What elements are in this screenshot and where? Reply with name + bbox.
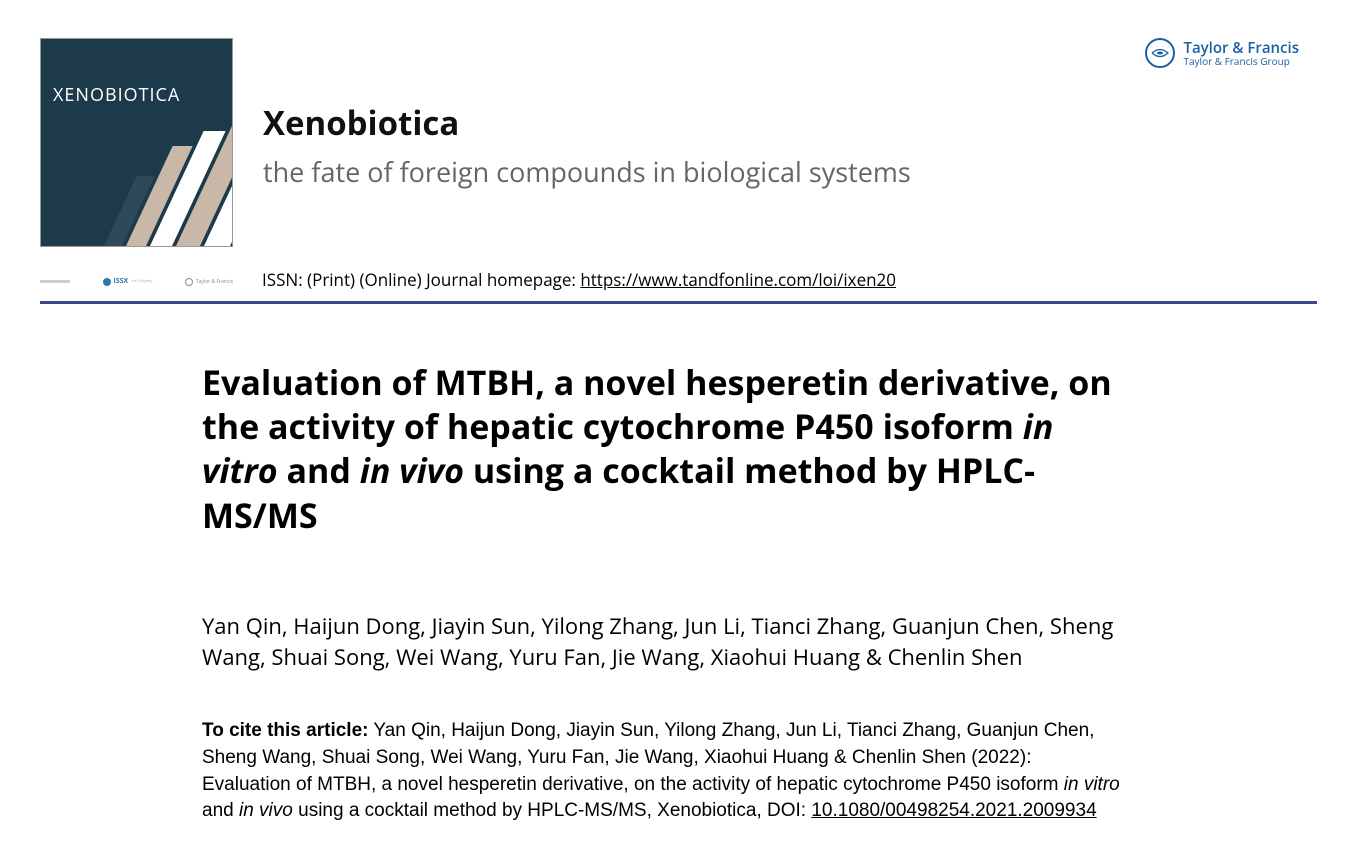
article-block: Evaluation of MTBH, a novel hesperetin d… [202,360,1122,825]
title-segment: and [278,447,360,493]
cite-label: To cite this article: [202,720,368,741]
journal-subtitle: the fate of foreign compounds in biologi… [263,153,911,190]
title-italic: in vivo [360,447,464,493]
issn-prefix: ISSN: (Print) (Online) Journal homepage: [262,268,580,291]
journal-article-page: Taylor & Francis Taylor & Francis Group … [0,0,1357,865]
header-row: XENOBIOTICA ISSXInt'l Society Taylor & F… [40,38,1317,286]
cite-italic: in vitro [1064,774,1120,795]
citation-block: To cite this article: Yan Qin, Haijun Do… [202,718,1122,824]
journal-title-block: Xenobiotica the fate of foreign compound… [263,38,911,190]
publisher-icon [1145,38,1175,68]
society-logos: ISSXInt'l Society Taylor & Francis [40,277,233,286]
cite-italic: in vivo [239,800,293,821]
author-list: Yan Qin, Haijun Dong, Jiayin Sun, Yilong… [202,611,1122,673]
cite-text: and [202,800,239,821]
cite-text: using a cocktail method by HPLC-MS/MS, X… [293,800,812,821]
journal-cover: XENOBIOTICA [40,38,233,247]
doi-link[interactable]: 10.1080/00498254.2021.2009934 [811,800,1096,821]
header-divider [40,301,1317,304]
publisher-logo: Taylor & Francis Taylor & Francis Group [1145,38,1299,68]
journal-title: Xenobiotica [263,100,911,145]
cover-title: XENOBIOTICA [53,83,180,107]
cover-graphic [62,116,232,246]
journal-homepage-link[interactable]: https://www.tandfonline.com/loi/ixen20 [580,268,896,291]
article-title: Evaluation of MTBH, a novel hesperetin d… [202,360,1122,537]
publisher-group: Taylor & Francis Group [1183,56,1299,66]
title-segment: Evaluation of MTBH, a novel hesperetin d… [202,359,1112,449]
